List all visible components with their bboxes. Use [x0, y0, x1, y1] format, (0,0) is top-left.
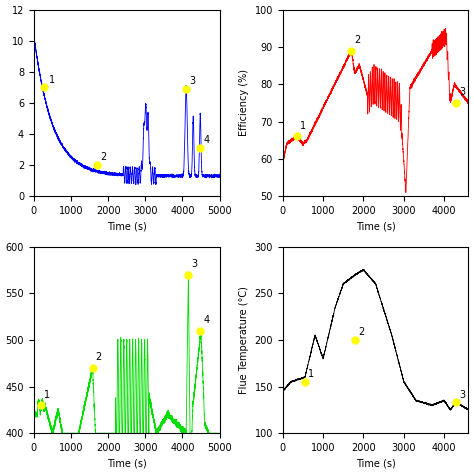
Text: 3: 3: [460, 87, 465, 97]
X-axis label: Time (s): Time (s): [107, 458, 146, 468]
Text: 2: 2: [355, 35, 361, 45]
Text: 2: 2: [100, 153, 106, 163]
Text: 1: 1: [300, 121, 306, 131]
Text: 1: 1: [308, 369, 314, 379]
Text: 3: 3: [189, 76, 195, 86]
Text: 4: 4: [203, 315, 210, 325]
Text: 3: 3: [191, 259, 197, 269]
Text: 3: 3: [460, 390, 465, 400]
X-axis label: Time (s): Time (s): [356, 221, 395, 231]
X-axis label: Time (s): Time (s): [107, 221, 146, 231]
X-axis label: Time (s): Time (s): [356, 458, 395, 468]
Text: 4: 4: [203, 135, 210, 146]
Text: 2: 2: [359, 327, 365, 337]
Text: 2: 2: [96, 352, 102, 363]
Y-axis label: Flue Temperature (°C): Flue Temperature (°C): [239, 286, 249, 394]
Y-axis label: Efficiency (%): Efficiency (%): [239, 69, 249, 137]
Text: 1: 1: [49, 74, 55, 85]
Text: 1: 1: [44, 390, 50, 400]
